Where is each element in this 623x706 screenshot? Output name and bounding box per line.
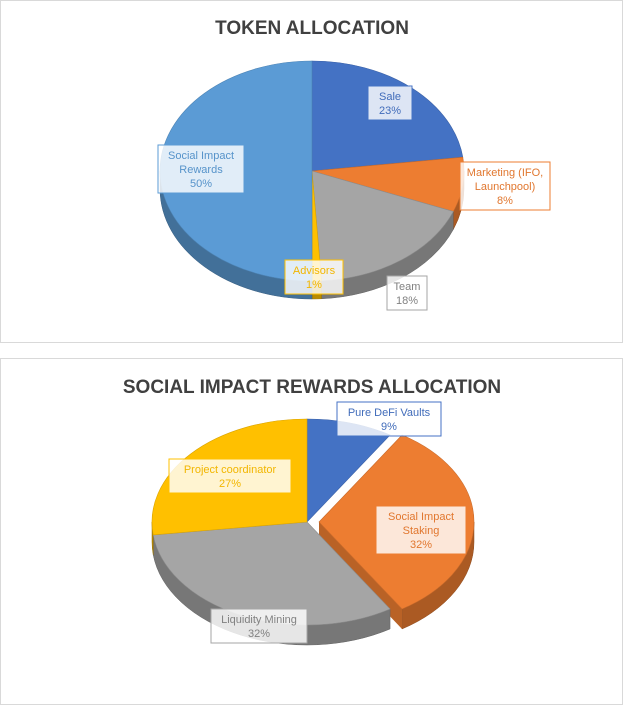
label-value-pure-defi-vaults: 9% (381, 421, 397, 433)
data-label-pure-defi-vaults: Pure DeFi Vaults 9% (336, 401, 442, 437)
data-label-liquidity-mining: Liquidity Mining 32% (210, 608, 308, 644)
label-box-team (386, 275, 428, 311)
label-text-sale: Sale (379, 91, 401, 103)
label-text-advisors: Advisors (293, 265, 336, 277)
label-text-social-impact-staking: Staking (403, 525, 440, 537)
label-text-marketing-ifo-launchpool: Marketing (IFO, (467, 167, 543, 179)
token-allocation-panel: TOKEN ALLOCATION Sale 23% Marketing (IFO, La… (0, 0, 623, 343)
label-text-team: Team (394, 281, 421, 293)
label-box-advisors (284, 259, 344, 295)
data-label-marketing-ifo-launchpool: Marketing (IFO, Launchpool) 8% (459, 161, 551, 211)
label-value-team: 18% (396, 295, 418, 307)
data-label-advisors: Advisors 1% (284, 259, 344, 295)
label-box-marketing-ifo-launchpool (459, 161, 551, 211)
data-labels: Pure DeFi Vaults 9% Social Impact Staking 32… (168, 401, 467, 644)
label-text-social-impact-staking: Social Impact (388, 511, 454, 523)
label-value-marketing-ifo-launchpool: 8% (497, 195, 513, 207)
data-labels: Sale 23% Marketing (IFO, Launchpool) 8% Team 1… (157, 85, 551, 311)
label-value-project-coordinator: 27% (219, 478, 241, 490)
label-box-social-impact-rewards (157, 144, 245, 194)
data-label-social-impact-rewards: Social Impact Rewards 50% (157, 144, 245, 194)
label-box-liquidity-mining (210, 608, 308, 644)
label-text-marketing-ifo-launchpool: Launchpool) (475, 181, 536, 193)
label-value-advisors: 1% (306, 279, 322, 291)
label-box-social-impact-staking (375, 505, 467, 555)
data-label-project-coordinator: Project coordinator 27% (168, 458, 292, 494)
data-label-social-impact-staking: Social Impact Staking 32% (375, 505, 467, 555)
label-text-social-impact-rewards: Social Impact (168, 150, 234, 162)
label-value-liquidity-mining: 32% (248, 628, 270, 640)
token-allocation-chart: TOKEN ALLOCATION Sale 23% Marketing (IFO, La… (157, 18, 551, 311)
label-text-project-coordinator: Project coordinator (184, 464, 277, 476)
social-impact-rewards-panel: SOCIAL IMPACT REWARDS ALLOCATION Pure DeF… (0, 358, 623, 705)
label-box-project-coordinator (168, 458, 292, 494)
data-label-team: Team 18% (386, 275, 428, 311)
label-box-pure-defi-vaults (336, 401, 442, 437)
label-value-sale: 23% (379, 105, 401, 117)
label-box-sale (367, 85, 413, 121)
social-impact-rewards-chart: SOCIAL IMPACT REWARDS ALLOCATION Pure DeF… (123, 377, 501, 646)
label-value-social-impact-rewards: 50% (190, 178, 212, 190)
label-value-social-impact-staking: 32% (410, 539, 432, 551)
chart-title: SOCIAL IMPACT REWARDS ALLOCATION (123, 377, 501, 398)
label-text-liquidity-mining: Liquidity Mining (221, 614, 297, 626)
chart-title: TOKEN ALLOCATION (215, 18, 409, 39)
label-text-pure-defi-vaults: Pure DeFi Vaults (348, 407, 431, 419)
data-label-sale: Sale 23% (367, 85, 413, 121)
label-text-social-impact-rewards: Rewards (179, 164, 223, 176)
